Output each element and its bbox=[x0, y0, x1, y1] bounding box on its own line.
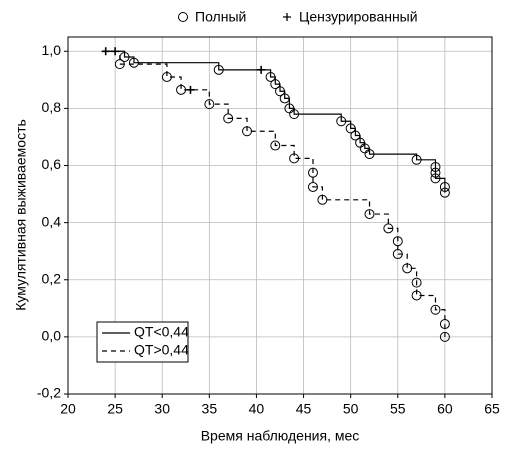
event-marker bbox=[430, 173, 441, 184]
event-marker bbox=[430, 304, 441, 315]
x-tick-label: 20 bbox=[60, 401, 76, 417]
y-axis-label: Кумулятивная выживаемость bbox=[13, 119, 29, 311]
event-marker bbox=[161, 71, 172, 82]
event-marker bbox=[204, 99, 215, 110]
event-marker bbox=[307, 181, 318, 192]
event-marker bbox=[392, 236, 403, 247]
event-marker bbox=[345, 123, 356, 134]
censored-marker bbox=[186, 85, 195, 94]
x-tick-label: 45 bbox=[296, 401, 312, 417]
event-marker bbox=[270, 79, 281, 90]
event-marker bbox=[350, 130, 361, 141]
event-legend-label: Полный bbox=[195, 9, 246, 25]
legend-label: QT>0,44 bbox=[134, 342, 189, 358]
event-marker bbox=[336, 116, 347, 127]
event-marker bbox=[270, 140, 281, 151]
event-marker bbox=[213, 64, 224, 75]
x-axis-label: Время наблюдения, мес bbox=[201, 428, 360, 444]
event-marker bbox=[430, 161, 441, 172]
event-marker bbox=[289, 153, 300, 164]
x-tick-label: 65 bbox=[484, 401, 500, 417]
event-marker bbox=[439, 331, 450, 342]
event-marker bbox=[364, 209, 375, 220]
censored-legend-icon bbox=[283, 13, 291, 21]
event-marker bbox=[439, 181, 450, 192]
event-marker bbox=[128, 57, 139, 68]
survival-line bbox=[105, 50, 446, 193]
event-legend-icon bbox=[178, 12, 188, 22]
x-tick-label: 60 bbox=[437, 401, 453, 417]
survival-line bbox=[105, 50, 446, 337]
event-marker bbox=[114, 59, 125, 70]
event-marker bbox=[402, 263, 413, 274]
event-marker bbox=[317, 194, 328, 205]
y-tick-label: -0,2 bbox=[37, 385, 61, 401]
event-marker bbox=[275, 86, 285, 97]
event-marker bbox=[439, 319, 450, 330]
event-marker bbox=[279, 93, 290, 104]
event-marker bbox=[242, 126, 253, 137]
event-marker bbox=[411, 277, 422, 288]
event-marker bbox=[439, 187, 450, 198]
event-marker bbox=[383, 223, 394, 234]
y-tick-label: 1,0 bbox=[42, 42, 62, 58]
event-marker bbox=[411, 154, 422, 165]
plot-frame bbox=[67, 36, 493, 395]
legend-box bbox=[96, 321, 189, 363]
event-marker bbox=[223, 113, 234, 124]
event-marker bbox=[265, 71, 276, 82]
y-tick-label: 0,4 bbox=[42, 213, 62, 229]
event-marker bbox=[411, 290, 422, 301]
y-tick-label: 0,0 bbox=[42, 328, 62, 344]
censored-legend-label: Цензурированный bbox=[299, 9, 418, 25]
x-tick-label: 35 bbox=[202, 401, 218, 417]
event-marker bbox=[307, 167, 318, 178]
x-tick-label: 25 bbox=[107, 401, 123, 417]
legend-label: QT<0,44 bbox=[134, 324, 189, 340]
y-tick-label: 0,6 bbox=[42, 156, 62, 172]
censored-marker bbox=[257, 65, 266, 74]
event-marker bbox=[364, 149, 375, 160]
event-marker bbox=[392, 249, 403, 260]
event-marker bbox=[289, 109, 300, 120]
event-marker bbox=[430, 167, 441, 178]
y-tick-label: 0,8 bbox=[42, 99, 62, 115]
event-marker bbox=[176, 84, 187, 95]
y-tick-label: 0,2 bbox=[42, 270, 62, 286]
x-tick-label: 40 bbox=[249, 401, 265, 417]
x-tick-label: 30 bbox=[154, 401, 170, 417]
x-tick-label: 50 bbox=[343, 401, 359, 417]
x-tick-label: 55 bbox=[390, 401, 406, 417]
